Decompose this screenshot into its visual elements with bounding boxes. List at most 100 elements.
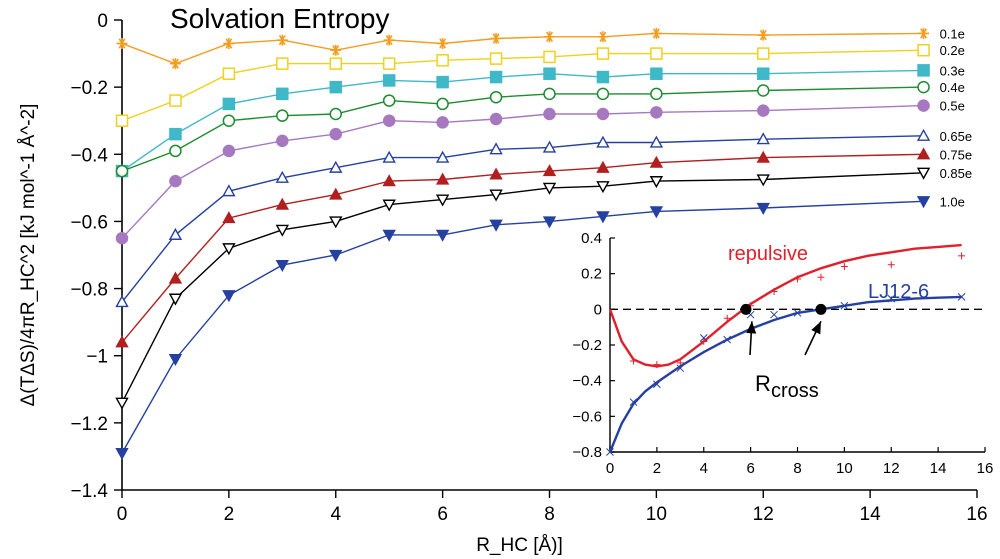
data-point — [489, 112, 503, 126]
data-point — [650, 67, 663, 80]
data-point — [276, 87, 289, 101]
inset-x-tick-label: 4 — [700, 460, 708, 477]
data-point — [916, 147, 931, 160]
data-point — [757, 104, 770, 117]
data-point — [916, 167, 931, 180]
data-point — [917, 80, 930, 94]
data-point — [650, 106, 663, 119]
data-point — [489, 219, 503, 232]
inset-x-tick-label: 14 — [930, 460, 947, 477]
data-point — [649, 135, 664, 148]
data-point — [329, 160, 343, 173]
inset-plot: 0 2 4 6 8 10 12 14 16 0.4 0.2 0 −0.2 −0.4 −0.6 −0.8 repu… — [560, 226, 993, 484]
series-0.65e: 0.65e — [115, 128, 973, 308]
data-point — [756, 202, 770, 215]
data-point — [115, 447, 129, 461]
data-point — [276, 57, 289, 70]
data-point — [168, 293, 183, 306]
chart-title: Solvation Entropy — [170, 3, 389, 34]
inset-point — [676, 364, 685, 373]
inset-point — [629, 398, 638, 406]
data-point — [489, 167, 503, 180]
inset-x-tick-label: 12 — [883, 460, 900, 477]
data-point — [169, 174, 182, 188]
data-point — [436, 97, 449, 111]
series-line — [121, 49, 924, 122]
series-label: 0.75e — [940, 147, 973, 162]
y-tick-label: −1.4 — [70, 481, 108, 502]
inset-point — [770, 310, 778, 319]
series-1.0e: 1.0e — [115, 194, 965, 461]
series-label: 0.1e — [940, 26, 965, 41]
data-point — [757, 47, 770, 60]
data-point — [596, 47, 610, 60]
data-point — [542, 182, 557, 195]
data-point — [275, 170, 290, 183]
series-0.4e: 0.4e — [115, 80, 965, 178]
series-label: 0.3e — [940, 63, 965, 78]
data-point — [222, 67, 236, 80]
series-line — [121, 104, 924, 239]
series-label: 0.65e — [940, 129, 973, 144]
inset-y-tick-label: −0.6 — [572, 408, 602, 425]
data-point — [329, 187, 343, 200]
series-0.2e: 0.2e — [115, 43, 965, 127]
data-point — [222, 211, 236, 224]
data-point — [542, 140, 557, 153]
data-point — [382, 199, 396, 212]
series-0.75e: 0.75e — [115, 147, 973, 348]
x-tick-label: 10 — [646, 504, 667, 525]
inset-y-tick-label: 0.4 — [581, 230, 602, 247]
rcross-label: R — [755, 371, 771, 396]
x-axis-label: R_HC [Å)] — [476, 535, 563, 556]
inset-x-tick-label: 16 — [977, 460, 994, 477]
crossing-arrowhead — [811, 321, 821, 335]
data-point — [382, 229, 396, 242]
data-point — [596, 107, 610, 121]
data-point — [115, 231, 129, 245]
data-point — [649, 206, 664, 219]
crossing-arrowhead — [746, 321, 757, 334]
x-tick-label: 8 — [544, 504, 555, 525]
data-point — [276, 134, 289, 148]
data-point — [649, 155, 664, 168]
series-0.85e: 0.85e — [115, 166, 972, 410]
x-tick-label: 16 — [966, 504, 987, 525]
data-point — [916, 128, 931, 141]
data-point — [436, 75, 449, 89]
data-point — [169, 94, 182, 107]
inset-series-label: LJ12-6 — [868, 281, 929, 303]
data-point — [329, 107, 342, 121]
inset-x-tick-label: 2 — [653, 460, 661, 477]
inset-point — [606, 448, 614, 456]
data-point — [436, 116, 449, 129]
inset-point — [887, 294, 896, 303]
data-point — [275, 259, 290, 273]
data-point — [222, 97, 236, 111]
data-point — [596, 87, 610, 101]
inset-point — [840, 301, 849, 310]
data-point — [543, 107, 556, 121]
data-point — [757, 67, 770, 80]
data-point — [542, 216, 557, 229]
x-tick-label: 0 — [117, 504, 128, 525]
y-tick-label: −0.4 — [70, 145, 108, 166]
data-point — [489, 52, 503, 65]
y-tick-label: 0 — [97, 11, 108, 32]
data-point — [222, 114, 236, 127]
series-line — [121, 32, 924, 65]
data-point — [917, 64, 930, 77]
data-point — [757, 84, 770, 97]
inset-x-tick-label: 8 — [793, 460, 801, 477]
inset-y-tick-label: −0.8 — [572, 444, 602, 461]
inset-y-tick-label: −0.2 — [572, 337, 602, 354]
data-point — [916, 196, 931, 209]
data-point — [596, 135, 610, 148]
y-tick-label: −1.2 — [70, 414, 108, 435]
y-axis-label: Δ(TΔS)/4πR_HC^2 [kJ mol^-1 Å^-2] — [18, 104, 39, 407]
data-point — [436, 54, 449, 67]
data-point — [329, 127, 342, 141]
data-point — [275, 224, 290, 237]
data-point — [435, 150, 450, 163]
data-point — [115, 114, 129, 127]
